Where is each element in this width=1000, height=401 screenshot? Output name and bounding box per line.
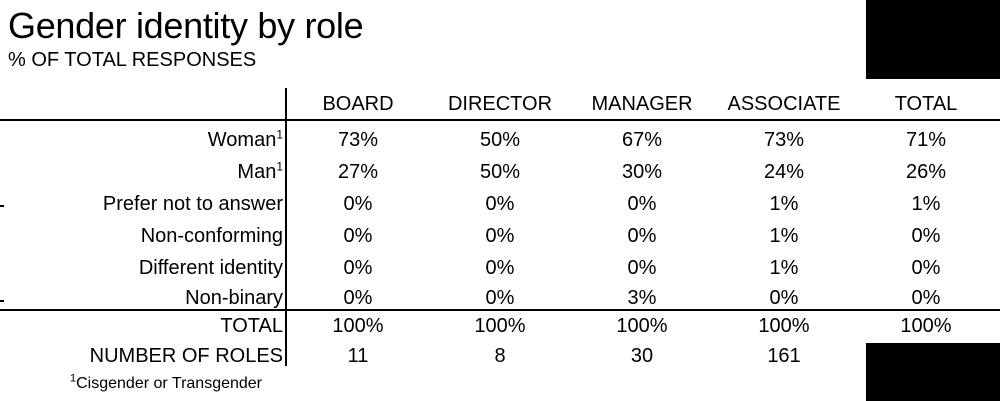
table-cell: 50% [479,161,521,183]
row-label: Non-conforming [141,224,283,248]
table-cell: 0% [485,225,515,247]
column-header: DIRECTOR [447,93,553,115]
count-cell: 8 [494,345,506,367]
table-cell: 27% [337,161,379,183]
total-divider [0,309,1000,311]
table-cell: 0% [911,225,941,247]
table-cell: 1% [911,193,941,215]
footnote-marker: 1 [70,372,77,385]
row-label-text: Non-binary [185,287,283,309]
table-cell: 0% [343,193,373,215]
table-cell: 1% [769,225,799,247]
count-cell: 30 [630,345,654,367]
table-cell: 73% [337,129,379,151]
table-cell: 0% [627,225,657,247]
row-label: Woman1 [208,128,283,152]
footnote-marker: 1 [276,127,283,142]
table-cell: 0% [343,225,373,247]
row-label: Prefer not to answer [103,192,283,216]
edge-tick [0,205,4,207]
count-cell: 161 [767,345,801,367]
table-cell: 0% [911,257,941,279]
table-cell: 0% [343,257,373,279]
footnote-text: Cisgender or Transgender [76,375,263,392]
table-cell: 26% [905,161,947,183]
row-label-text: Prefer not to answer [102,193,283,215]
table-cell: 0% [485,257,515,279]
redaction-box-bottom [866,343,1000,401]
row-label: Non-binary [185,286,283,310]
row-label: Man1 [237,160,283,184]
table-cell: 67% [621,129,663,151]
row-label: Different identity [139,256,283,280]
label-column-divider [285,88,287,366]
column-header: BOARD [322,93,394,115]
total-row-label: TOTAL [220,315,283,337]
table-cell: 0% [485,287,515,309]
table-cell: 0% [769,287,799,309]
total-cell: 100% [616,315,668,337]
footnote: 1Cisgender or Transgender [70,372,263,394]
table-cell: 0% [485,193,515,215]
row-label-text: Different identity [138,257,283,279]
table-cell: 0% [343,287,373,309]
table-cell: 73% [763,129,805,151]
count-row-label: NUMBER OF ROLES [89,345,283,367]
footnote-marker: 1 [276,159,283,174]
row-label-text: Woman [207,129,277,151]
table-cell: 1% [769,257,799,279]
column-header: ASSOCIATE [727,93,841,115]
page-title: Gender identity by role [8,5,364,46]
table-cell: 71% [905,129,947,151]
header-divider [0,119,1000,121]
total-cell: 100% [900,315,952,337]
edge-tick [0,300,4,302]
table-cell: 0% [627,193,657,215]
table-cell: 1% [769,193,799,215]
table-cell: 0% [911,287,941,309]
table-cell: 30% [621,161,663,183]
column-header: TOTAL [894,93,958,115]
table-cell: 24% [763,161,805,183]
total-cell: 100% [332,315,384,337]
table-cell: 0% [627,257,657,279]
column-header: MANAGER [591,93,693,115]
redaction-box-top [866,0,1000,79]
table-cell: 3% [627,287,657,309]
total-cell: 100% [758,315,810,337]
row-label-text: Non-conforming [140,225,283,247]
table-cell: 50% [479,129,521,151]
count-cell: 11 [347,345,369,367]
total-cell: 100% [474,315,526,337]
page-subtitle: % OF TOTAL RESPONSES [8,49,257,71]
row-label-text: Man [237,161,277,183]
